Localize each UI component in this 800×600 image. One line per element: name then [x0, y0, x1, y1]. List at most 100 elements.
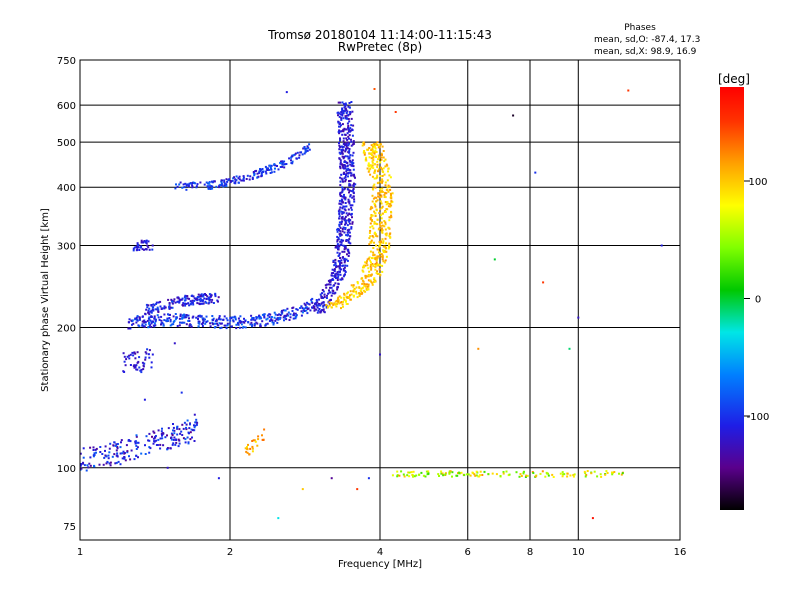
- data-point: [345, 145, 348, 148]
- data-point: [185, 314, 188, 316]
- data-point: [336, 240, 339, 243]
- data-point: [115, 443, 118, 446]
- data-point: [340, 268, 342, 271]
- data-point: [344, 150, 347, 153]
- data-point: [153, 316, 156, 319]
- data-point: [374, 222, 377, 225]
- data-point: [189, 300, 192, 303]
- data-point: [343, 208, 346, 211]
- data-point: [381, 229, 384, 232]
- data-point: [346, 122, 349, 125]
- data-point: [339, 184, 342, 187]
- data-point: [315, 299, 318, 301]
- data-point: [390, 200, 393, 203]
- data-point: [351, 143, 354, 146]
- y-axis-label: Stationary phase Virtual Height [km]: [40, 208, 51, 392]
- data-point: [190, 301, 193, 304]
- data-point: [330, 477, 333, 480]
- data-point: [342, 205, 345, 208]
- data-point: [371, 263, 374, 265]
- data-point: [369, 226, 372, 229]
- data-point: [375, 261, 378, 264]
- data-point: [440, 472, 443, 475]
- data-point: [186, 419, 189, 422]
- data-point: [372, 253, 375, 256]
- data-point: [387, 190, 390, 193]
- data-point: [144, 323, 147, 326]
- data-point: [95, 451, 97, 454]
- data-point: [345, 143, 348, 146]
- data-point: [342, 140, 345, 143]
- data-point: [292, 314, 295, 316]
- data-point: [93, 453, 96, 456]
- data-point: [259, 316, 262, 319]
- data-point: [321, 301, 324, 304]
- data-point: [168, 303, 171, 306]
- data-point: [335, 264, 338, 267]
- data-point: [169, 306, 172, 309]
- data-point: [358, 294, 361, 296]
- data-point: [252, 439, 255, 442]
- data-point: [366, 258, 369, 261]
- data-point: [285, 318, 288, 321]
- y-tick-label: 75: [63, 522, 76, 533]
- data-point: [471, 471, 474, 474]
- data-point: [341, 152, 344, 154]
- data-point: [343, 250, 346, 253]
- data-point: [337, 101, 340, 104]
- data-point: [328, 301, 331, 304]
- data-point: [613, 471, 616, 473]
- data-point: [346, 169, 349, 171]
- data-point: [305, 309, 308, 312]
- data-point: [349, 111, 352, 113]
- y-tick-label: 300: [57, 241, 76, 252]
- data-point: [341, 133, 344, 136]
- data-point: [163, 319, 166, 322]
- data-point: [376, 272, 379, 275]
- data-point: [584, 475, 587, 478]
- data-point: [339, 206, 342, 209]
- data-point: [368, 156, 371, 159]
- data-point: [322, 310, 325, 313]
- data-point: [340, 124, 342, 127]
- data-point: [547, 474, 550, 477]
- data-point: [185, 426, 187, 429]
- data-point: [351, 222, 354, 225]
- data-point: [155, 303, 158, 305]
- data-point: [371, 214, 374, 217]
- data-point: [382, 171, 385, 173]
- data-point: [144, 453, 147, 455]
- data-point: [370, 219, 373, 222]
- data-point: [350, 213, 353, 216]
- data-point: [201, 295, 204, 298]
- data-point: [475, 474, 478, 477]
- y-tick-label: 600: [57, 101, 76, 112]
- data-point: [328, 304, 331, 307]
- data-point: [346, 132, 349, 135]
- data-point: [348, 218, 350, 221]
- data-point: [364, 274, 367, 277]
- data-point: [148, 451, 151, 454]
- data-point: [343, 127, 346, 130]
- data-point: [183, 186, 186, 189]
- data-point: [190, 325, 193, 328]
- data-point: [154, 320, 157, 323]
- data-point: [234, 318, 237, 321]
- data-point: [365, 283, 368, 286]
- data-point: [339, 270, 341, 273]
- data-point: [347, 198, 350, 201]
- data-point: [328, 289, 330, 292]
- x-axis-label: Frequency [MHz]: [338, 559, 422, 570]
- data-point: [322, 290, 325, 293]
- data-point: [340, 307, 342, 310]
- data-point: [122, 352, 125, 355]
- data-point: [87, 466, 90, 469]
- data-point: [159, 447, 162, 450]
- data-point: [381, 212, 384, 215]
- data-point: [338, 215, 341, 218]
- data-point: [339, 243, 342, 246]
- data-point: [349, 130, 352, 133]
- data-point: [205, 321, 208, 323]
- data-point: [220, 326, 223, 329]
- data-point: [356, 296, 359, 299]
